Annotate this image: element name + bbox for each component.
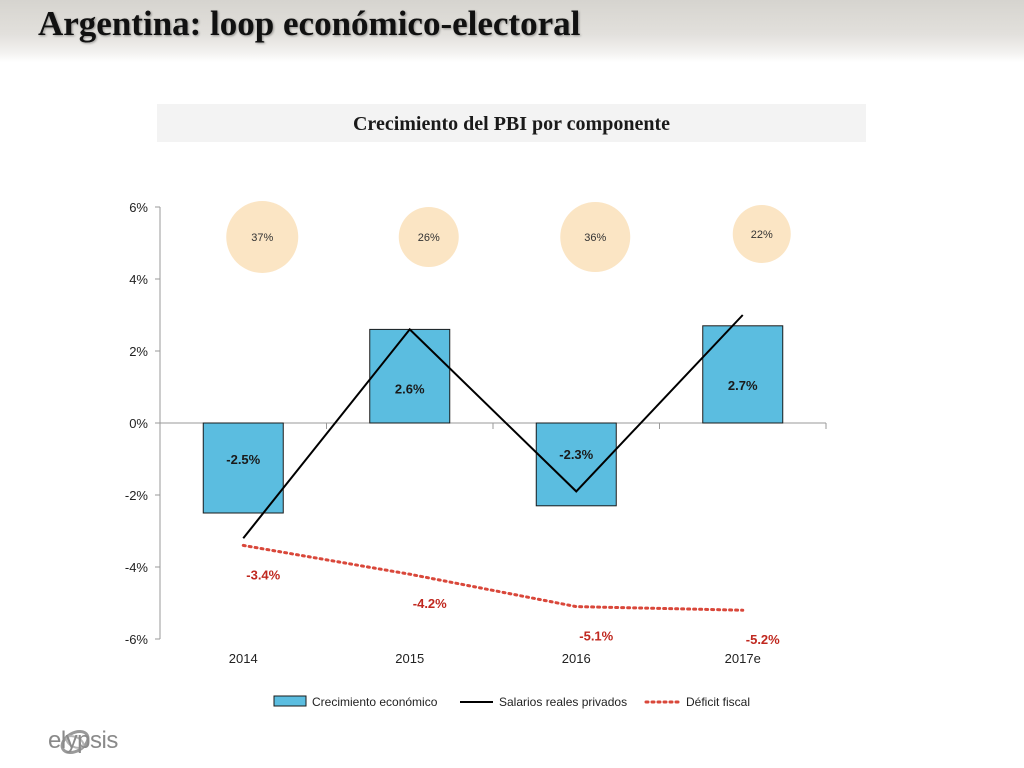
bubble-group: 37% 26% 36% 22% (226, 201, 791, 273)
bar-2017e (702, 325, 784, 424)
slide-title: Argentina: loop económico-electoral (38, 4, 581, 43)
x-tick-label: 2014 (229, 651, 258, 666)
axes-group: 6% 4% 2% 0% -2% -4% -6% 2014 2015 2016 2017e (125, 200, 827, 666)
x-tick-label: 2016 (562, 651, 591, 666)
bubble-2016 (560, 202, 631, 272)
deficit-label-2017e: -5.2% (746, 632, 780, 647)
bar-2014 (202, 422, 284, 514)
y-tick-label: 4% (129, 272, 148, 287)
bar-2015 (369, 328, 451, 424)
legend-label-growth: Crecimiento económico (312, 695, 438, 709)
lines-group (241, 314, 745, 612)
deficit-label-2014: -3.4% (246, 567, 280, 582)
x-tick-label: 2017e (725, 651, 761, 666)
bubble-label-2014: 37% (251, 232, 273, 244)
bar-label-2014: -2.5% (226, 452, 260, 467)
bar-label-2015: 2.6% (395, 381, 425, 396)
legend: Crecimiento económico Salarios reales pri… (273, 695, 750, 709)
y-tick-label: -4% (125, 560, 149, 575)
bubble-label-2017e: 22% (751, 229, 773, 241)
bar-label-2017e: 2.7% (728, 378, 758, 393)
bubble-2014 (226, 201, 299, 273)
bubble-label-2016: 36% (584, 232, 606, 244)
y-tick-label: -6% (125, 632, 149, 647)
bar-label-2016: -2.3% (559, 447, 593, 462)
y-tick-label: -2% (125, 488, 149, 503)
chart-title-box: Crecimiento del PBI por componente (157, 104, 866, 142)
bubble-2017e (732, 205, 791, 263)
deficit-label-2015: -4.2% (413, 596, 447, 611)
legend-label-wages: Salarios reales privados (499, 695, 627, 709)
title-band (0, 0, 1024, 62)
x-tick-label: 2015 (395, 651, 424, 666)
y-tick-label: 6% (129, 200, 148, 215)
data-labels-group: -2.5% 2.6% -2.3% 2.7% -3.4% -4.2% -5.1% -5.2% (226, 378, 780, 647)
deficit-line (241, 543, 745, 612)
chart-title: Crecimiento del PBI por componente (352, 113, 670, 135)
deficit-label-2016: -5.1% (579, 629, 613, 644)
bubble-label-2015: 26% (418, 232, 440, 244)
legend-swatch-growth (273, 695, 307, 707)
y-tick-label: 0% (129, 416, 148, 431)
bars-group (202, 325, 784, 514)
brand-name: elypsis (48, 727, 118, 754)
elypsis-logo-icon (60, 730, 90, 754)
bubble-2015 (398, 207, 459, 267)
wages-line (242, 314, 744, 539)
y-tick-label: 2% (129, 344, 148, 359)
legend-label-deficit: Déficit fiscal (686, 695, 750, 709)
